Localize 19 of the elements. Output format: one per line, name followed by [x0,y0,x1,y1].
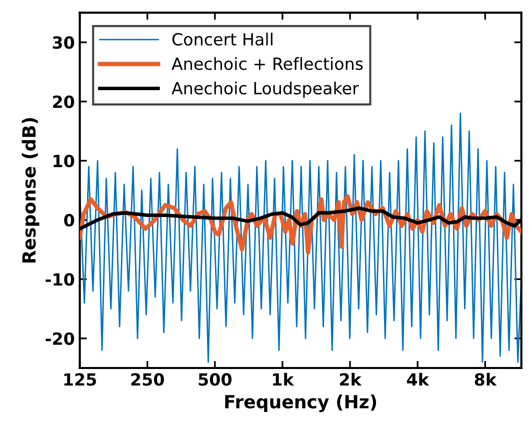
y-axis-title: Response (dB) [22,118,40,262]
x-tick-label: 8k [474,372,497,386]
x-tick-label: 1k [273,372,294,386]
y-tick-label: 10 [54,154,74,168]
x-tick-label: 2k [340,372,362,386]
x-tick-label: 500 [198,373,232,386]
y-tick-label: -20 [46,332,74,345]
x-axis-title: Frequency (Hz) [225,394,376,412]
y-tick-label: 30 [52,36,74,49]
y-tick-label: -10 [46,273,74,286]
legend-label: Anechoic Loudspeaker [172,82,359,98]
x-tick-label: 4k [407,372,430,386]
x-tick-label: 125 [64,373,96,386]
legend-label: Anechoic + Reflections [172,57,363,70]
y-tick-label: 20 [53,95,74,108]
y-tick-label: 0 [64,214,74,227]
line-series [80,112,522,363]
x-tick-label: 250 [131,373,164,386]
legend-label: Concert Hall [172,32,272,46]
